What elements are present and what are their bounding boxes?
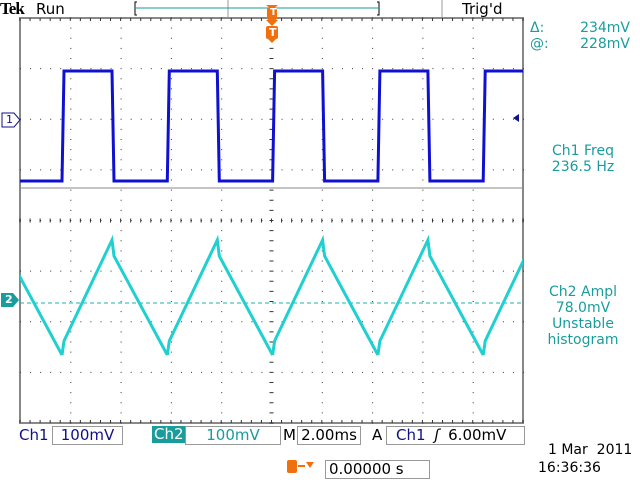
measurement-value: 236.5 Hz (551, 159, 615, 175)
graticule-dots (19, 17, 524, 424)
trigger-status: Trig'd (462, 0, 503, 18)
measurement-ch2-ampl: Ch2 Ampl 78.0mV Unstable histogram (528, 284, 638, 348)
trigger-level-marker (513, 114, 519, 122)
ch1-marker-label: 1 (6, 113, 13, 126)
rising-edge-icon: ʃ (434, 426, 440, 444)
timebase-value[interactable]: 2.00ms (297, 426, 361, 445)
brand-logo: Tek (0, 0, 25, 18)
ch2-ground-marker (1, 293, 19, 307)
ch2-waveform (20, 234, 523, 356)
cursor-delta-label: Δ: (530, 20, 545, 36)
time: 16:36:36 (538, 460, 601, 476)
measurement-label: Ch1 Freq (552, 143, 614, 159)
measurement-ch1-freq: Ch1 Freq 236.5 Hz (528, 143, 638, 175)
ch2-label[interactable]: Ch2 (152, 425, 186, 443)
date: 1 Mar 2011 (548, 442, 633, 458)
ch2-scale[interactable]: 100mV (185, 426, 281, 445)
cursor-at-value: 228mV (580, 36, 630, 52)
trigger-position-marker (266, 5, 278, 43)
trigger-source: Ch1 (396, 426, 426, 444)
graticule (19, 17, 524, 424)
ch1-label[interactable]: Ch1 (19, 426, 49, 444)
acquisition-status: Run (36, 0, 65, 18)
trigger-level: 6.00mV (448, 426, 507, 444)
trigger-marker-label: T (269, 26, 277, 39)
trigger-position-icon (287, 460, 314, 473)
trigger-mode: A (372, 426, 383, 444)
timebase-label: M (283, 426, 296, 444)
trigger-position-value[interactable]: 0.00000 s (325, 460, 430, 479)
measurement-value: 78.0mV (555, 300, 611, 316)
ch1-waveform (20, 69, 523, 183)
trigger-marker-label: T (270, 7, 277, 18)
measurement-method: histogram (547, 332, 619, 348)
cursor-at-label: @: (530, 36, 549, 52)
ch1-scale[interactable]: 100mV (52, 426, 123, 445)
measurement-label: Ch2 Ampl (549, 284, 617, 300)
measurement-status: Unstable (552, 316, 614, 332)
trigger-settings[interactable]: Ch1 ʃ 6.00mV (386, 426, 525, 445)
cursor-delta-value: 234mV (580, 20, 630, 36)
record-view-bar (134, 1, 380, 16)
ch2-marker-label: 2 (5, 293, 13, 306)
ch1-ground-marker (1, 112, 21, 128)
